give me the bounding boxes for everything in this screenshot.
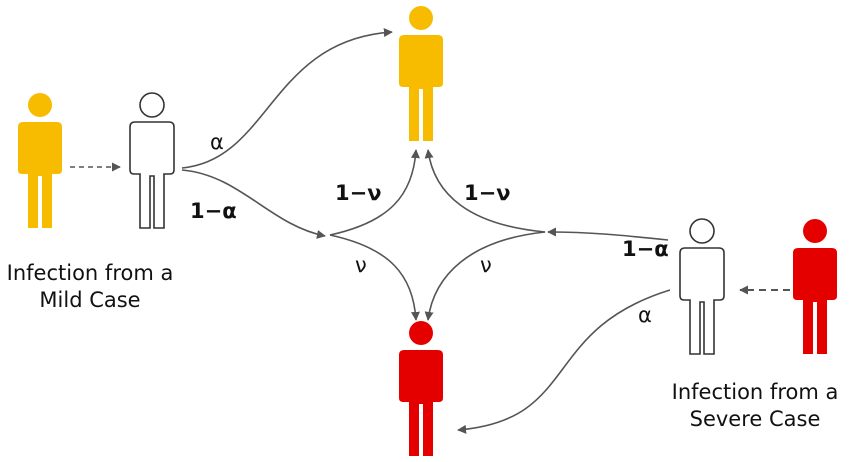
mild-outcome-person-icon bbox=[399, 6, 443, 141]
arrow-mild-to-mild-outcome bbox=[181, 28, 393, 169]
caption-severe-line1: Infection from a bbox=[671, 380, 839, 404]
label-right-one-minus-nu: 1−ν bbox=[464, 181, 511, 205]
arrow-left-split-to-severe-outcome bbox=[329, 234, 420, 321]
arrow-left-split-to-mild-outcome bbox=[329, 149, 420, 236]
arrow-severe-contact-to-split bbox=[547, 227, 669, 241]
label-severe-alpha: α bbox=[638, 303, 652, 327]
arrow-severe-contact-to-severe-outcome bbox=[457, 289, 671, 434]
label-left-one-minus-nu: 1−ν bbox=[335, 181, 382, 205]
label-right-nu: ν bbox=[480, 253, 492, 277]
severe-source-person-icon bbox=[793, 219, 837, 354]
caption-mild-line1: Infection from a bbox=[6, 261, 174, 285]
caption-severe-case: Infection from a Severe Case bbox=[660, 379, 850, 433]
caption-mild-case: Infection from a Mild Case bbox=[0, 260, 180, 314]
arrow-right-split-to-mild-outcome bbox=[424, 149, 546, 233]
arrow-right-split-to-severe-outcome bbox=[424, 231, 546, 321]
caption-mild-line2: Mild Case bbox=[39, 288, 141, 312]
label-mild-alpha: α bbox=[210, 130, 224, 154]
severe-outcome-person-icon bbox=[399, 321, 443, 456]
mild-contact-person-outline-icon bbox=[129, 92, 175, 229]
label-severe-one-minus-alpha: 1−α bbox=[622, 237, 669, 261]
label-mild-one-minus-alpha: 1−α bbox=[190, 199, 237, 223]
arrow-mild-to-split bbox=[181, 169, 326, 239]
mild-source-person-icon bbox=[18, 93, 62, 228]
label-left-nu: ν bbox=[355, 253, 367, 277]
caption-severe-line2: Severe Case bbox=[689, 407, 821, 431]
severe-contact-person-outline-icon bbox=[679, 218, 725, 355]
